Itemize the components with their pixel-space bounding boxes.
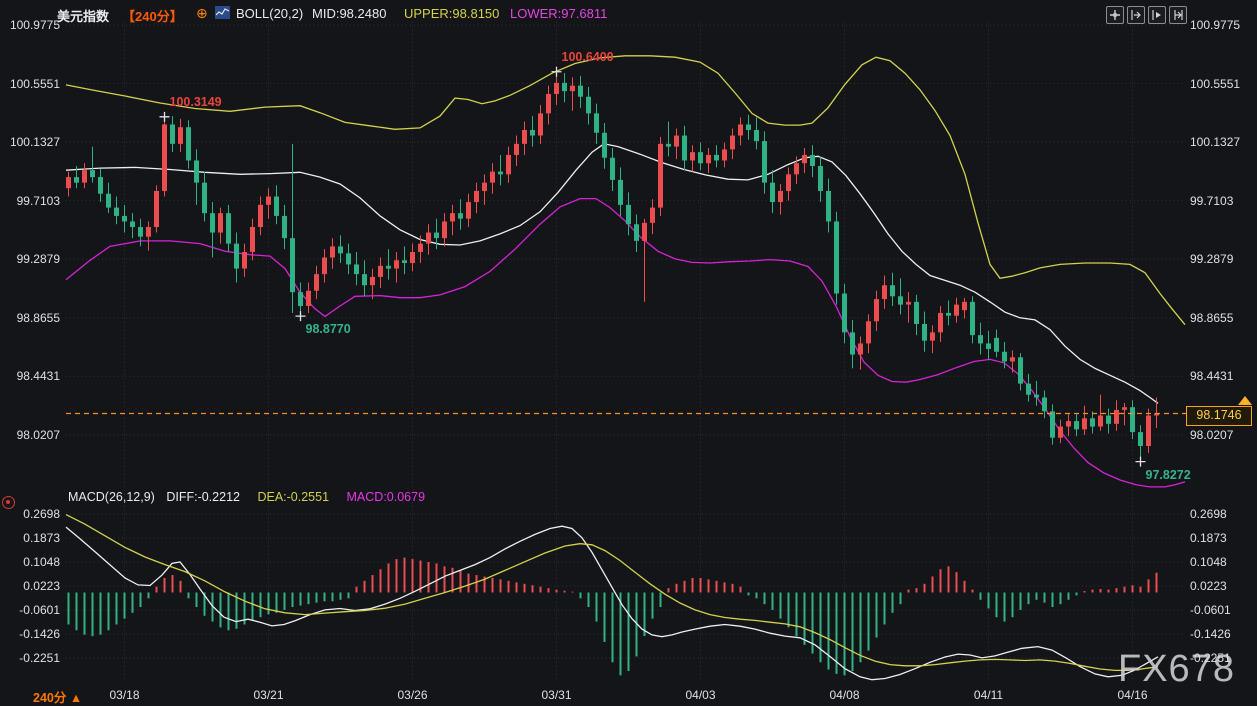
y-axis-label: 99.2879 — [16, 252, 60, 267]
price-annotation: 98.8770 — [305, 322, 351, 337]
footer-period-label[interactable]: 240分 ▲ — [33, 691, 83, 705]
x-axis-label: 04/11 — [973, 688, 1004, 702]
y-axis-label: 98.4431 — [16, 369, 60, 384]
x-axis-label: 03/26 — [397, 688, 428, 702]
macd-macd-value: MACD:0.0679 — [346, 490, 426, 504]
y-axis-label: 100.9775 — [1190, 18, 1241, 32]
y-axis-label: 100.5551 — [1190, 76, 1241, 91]
price-annotation: 100.6400 — [561, 49, 614, 64]
y-axis-label: 0.0223 — [1190, 579, 1227, 594]
y-axis-label: 0.2698 — [23, 507, 60, 522]
y-axis-label: 99.7103 — [1190, 193, 1234, 208]
y-axis-label: 98.0207 — [1190, 427, 1234, 442]
symbol-title: 美元指数 — [57, 9, 110, 24]
pane-shift-axis-icon[interactable] — [1169, 6, 1187, 24]
price-annotation: 100.3149 — [169, 94, 222, 109]
boll-upper-value: UPPER:98.8150 — [404, 6, 500, 21]
y-axis-label: 98.4431 — [1190, 369, 1234, 384]
price-annotation: 97.8272 — [1145, 467, 1191, 482]
x-axis-label: 03/21 — [253, 688, 284, 702]
y-axis-label: -0.0601 — [19, 602, 60, 617]
x-axis-label: 04/08 — [829, 688, 860, 702]
y-axis-label: 99.2879 — [1190, 252, 1234, 267]
watermark: FX678 — [1118, 648, 1235, 690]
price-alert-arrow-icon[interactable] — [1238, 396, 1252, 406]
pane-play-axis-icon[interactable] — [1148, 6, 1166, 24]
chart-toolbar — [1106, 6, 1187, 24]
y-axis-label: 100.1327 — [1190, 135, 1241, 150]
y-axis-label: 0.1873 — [1190, 531, 1227, 546]
y-axis-label: 98.8655 — [1190, 310, 1234, 325]
y-axis-label: 98.0207 — [16, 427, 60, 442]
indicator-target-icon[interactable] — [2, 496, 15, 509]
y-axis-label: -0.0601 — [1190, 602, 1231, 617]
y-axis-label: 100.1327 — [9, 135, 60, 150]
y-axis-label: -0.2251 — [19, 650, 60, 665]
boll-lower-value: LOWER:97.6811 — [510, 6, 608, 21]
up-triangle-icon: ▲ — [69, 691, 83, 705]
y-axis-label: 0.2698 — [1190, 507, 1227, 522]
y-axis-label: -0.1426 — [19, 626, 60, 641]
current-price-marker: 98.1746 — [1186, 406, 1252, 427]
macd-diff-value: DIFF:-0.2212 — [166, 490, 240, 504]
y-axis-label: 99.7103 — [16, 193, 60, 208]
crosshair-icon[interactable] — [1106, 6, 1124, 24]
top-bar: 美元指数 【240分】 ⊕ BOLL(20,2) MID:98.2480 UPP… — [0, 0, 1257, 24]
x-axis-label: 04/03 — [685, 688, 716, 702]
y-axis-label: 100.5551 — [9, 76, 60, 91]
x-axis-label: 04/16 — [1117, 688, 1148, 702]
boll-mid-value: MID:98.2480 — [312, 6, 387, 21]
macd-dea-value: DEA:-0.2551 — [257, 490, 330, 504]
x-axis-label: 03/31 — [541, 688, 572, 702]
y-axis-label: 100.9775 — [9, 18, 60, 32]
boll-indicator-label: BOLL(20,2) — [236, 6, 304, 21]
period-tag[interactable]: 【240分】 — [122, 9, 183, 24]
x-axis-label: 03/18 — [109, 688, 140, 702]
macd-title: MACD(26,12,9) — [68, 490, 155, 504]
macd-header: MACD(26,12,9) DIFF:-0.2212 DEA:-0.2551 M… — [68, 490, 425, 504]
y-axis-label: 0.1048 — [23, 555, 60, 570]
pane-left-axis-icon[interactable] — [1127, 6, 1145, 24]
add-indicator-icon[interactable]: ⊕ — [196, 5, 208, 21]
candlestick-chart-icon[interactable] — [215, 6, 230, 19]
y-axis-label: 0.1873 — [23, 531, 60, 546]
y-axis-label: -0.2251 — [1190, 650, 1231, 665]
y-axis-label: -0.1426 — [1190, 626, 1231, 641]
y-axis-label: 0.1048 — [1190, 555, 1227, 570]
y-axis-label: 98.8655 — [16, 310, 60, 325]
y-axis-label: 0.0223 — [23, 579, 60, 594]
